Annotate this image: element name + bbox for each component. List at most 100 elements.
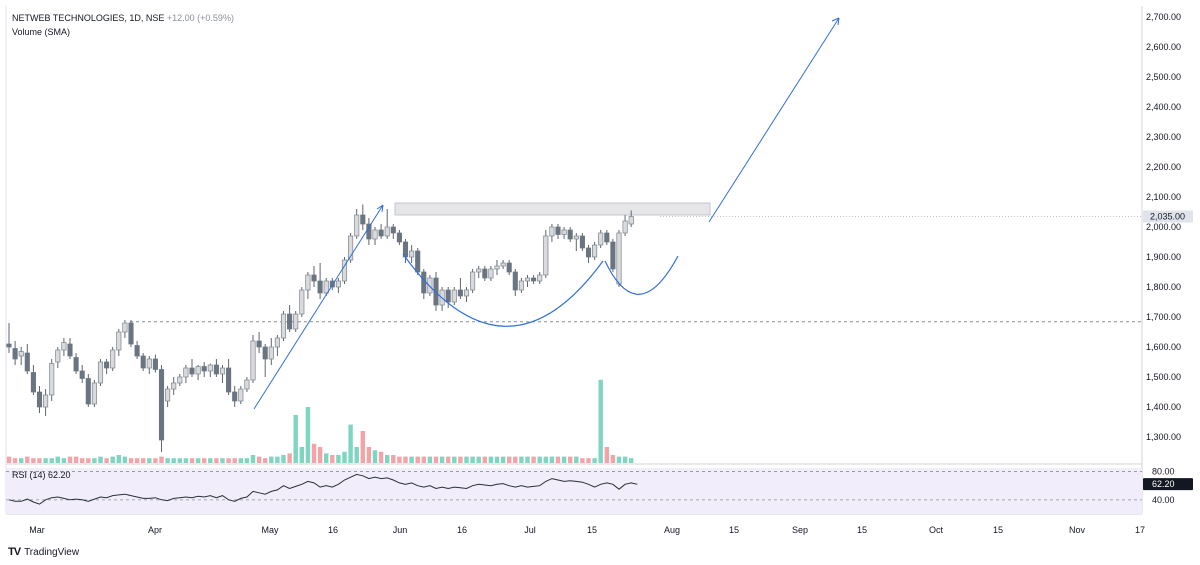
volume-bar <box>256 456 262 463</box>
candlestick <box>549 224 555 242</box>
tradingview-brand[interactable]: TV TradingView <box>8 546 79 558</box>
candle-body-down <box>104 361 110 369</box>
candle-body-down <box>30 372 36 393</box>
candlestick <box>506 260 512 275</box>
candle-body-down <box>604 232 610 243</box>
candlestick <box>335 278 341 293</box>
time-tick-label: 16 <box>328 525 338 535</box>
candlestick <box>604 230 610 245</box>
candlestick <box>457 278 463 299</box>
volume-bar <box>305 407 311 463</box>
volume-bar <box>299 447 304 463</box>
volume-bar <box>470 456 475 463</box>
candle-body-up <box>122 322 128 333</box>
volume-indicator-label[interactable]: Volume (SMA) <box>12 27 71 37</box>
candlestick <box>6 323 12 353</box>
candlestick <box>329 278 335 290</box>
volume-bar <box>317 447 323 463</box>
candle-body-up <box>494 265 500 270</box>
candlestick <box>311 266 317 287</box>
candle-body-down <box>512 271 518 291</box>
volume-bar <box>73 456 79 463</box>
candlestick <box>189 359 195 377</box>
volume-bar <box>220 458 225 463</box>
volume-bar <box>226 458 231 463</box>
candlestick <box>305 272 311 299</box>
candle-body-up <box>500 262 506 267</box>
candle-body-up <box>91 382 97 405</box>
candlestick <box>579 233 585 251</box>
volume-bar <box>458 456 463 463</box>
candlestick <box>134 341 140 359</box>
candle-body-up <box>43 394 49 408</box>
symbol-header[interactable]: NETWEB TECHNOLOGIES, 1D, NSE +12.00 (+0.… <box>12 13 234 23</box>
candlestick <box>463 287 470 302</box>
volume-bar <box>586 458 591 463</box>
volume-bar <box>598 379 603 463</box>
candle-body-up <box>384 226 390 237</box>
candle-body-down <box>311 274 317 282</box>
volume-bar <box>513 456 518 463</box>
volume-bar <box>464 456 469 463</box>
volume-bar <box>92 458 97 463</box>
candlesticks[interactable] <box>6 204 634 453</box>
price-axis[interactable]: 2,700.00 2,600.00 2,500.00 2,400.00 2,300.00… <box>1143 12 1193 505</box>
candle-body-down <box>457 289 463 297</box>
volume-bar <box>433 456 439 463</box>
candle-body-down <box>158 369 165 441</box>
candlestick <box>67 338 73 359</box>
price-change: +12.00 (+0.59%) <box>166 13 234 23</box>
time-axis[interactable]: Mar Apr May 16 Jun 16 Jul 15 Aug 15 Sep 15 Oct 15 Nov 1… <box>29 525 1145 535</box>
time-tick-label: 15 <box>993 525 1003 535</box>
last-price-badge-text: 2,035.00 <box>1150 212 1185 222</box>
candle-body-down <box>85 378 91 405</box>
drawings <box>253 17 840 410</box>
volume-bar <box>452 456 457 463</box>
candle-body-up <box>305 274 311 291</box>
rsi-indicator-label[interactable]: RSI (14) 62.20 <box>12 470 71 480</box>
time-tick-label: 15 <box>587 525 597 535</box>
price-tick-label: 2,000.00 <box>1146 222 1181 232</box>
volume-bar <box>568 456 573 463</box>
volume-bar <box>232 458 237 463</box>
volume-bar <box>202 458 207 463</box>
candlestick <box>128 320 134 347</box>
candle-body-up <box>110 349 116 369</box>
candle-body-down <box>6 343 12 348</box>
candle-body-down <box>378 229 384 237</box>
volume-bar <box>397 456 402 463</box>
brand-name: TradingView <box>24 546 80 558</box>
rally-arrow-head <box>376 204 384 213</box>
candle-body-down <box>579 235 585 249</box>
volume-bar <box>141 458 146 463</box>
candlestick <box>476 266 482 278</box>
candlestick <box>317 263 323 299</box>
price-tick-label: 2,400.00 <box>1146 102 1181 112</box>
candle-body-up <box>335 280 341 288</box>
candlestick <box>378 224 384 239</box>
volume-bar <box>555 456 561 463</box>
volume-bar <box>537 456 542 463</box>
candlestick <box>354 209 360 239</box>
candle-body-down <box>555 226 561 235</box>
rsi-value-badge: 62.20 <box>1143 478 1193 491</box>
candle-body-down <box>226 367 232 393</box>
candle-body-up <box>323 280 329 294</box>
time-tick-label: Jun <box>393 525 408 535</box>
volume-bar <box>372 450 378 463</box>
candle-body-up <box>561 229 567 235</box>
volume-bar <box>415 456 420 463</box>
volume-bar <box>6 456 12 463</box>
candle-body-down <box>189 367 195 375</box>
volume-bar <box>366 447 372 463</box>
price-tick-label: 1,500.00 <box>1146 372 1181 382</box>
price-tick-label: 2,200.00 <box>1146 162 1181 172</box>
candlestick <box>158 365 165 452</box>
candle-body-up <box>543 235 549 276</box>
time-tick-label: 15 <box>857 525 867 535</box>
candle-body-up <box>451 289 457 303</box>
candle-body-down <box>482 268 488 279</box>
volume-bar <box>324 453 329 463</box>
volume-bar <box>67 456 73 463</box>
